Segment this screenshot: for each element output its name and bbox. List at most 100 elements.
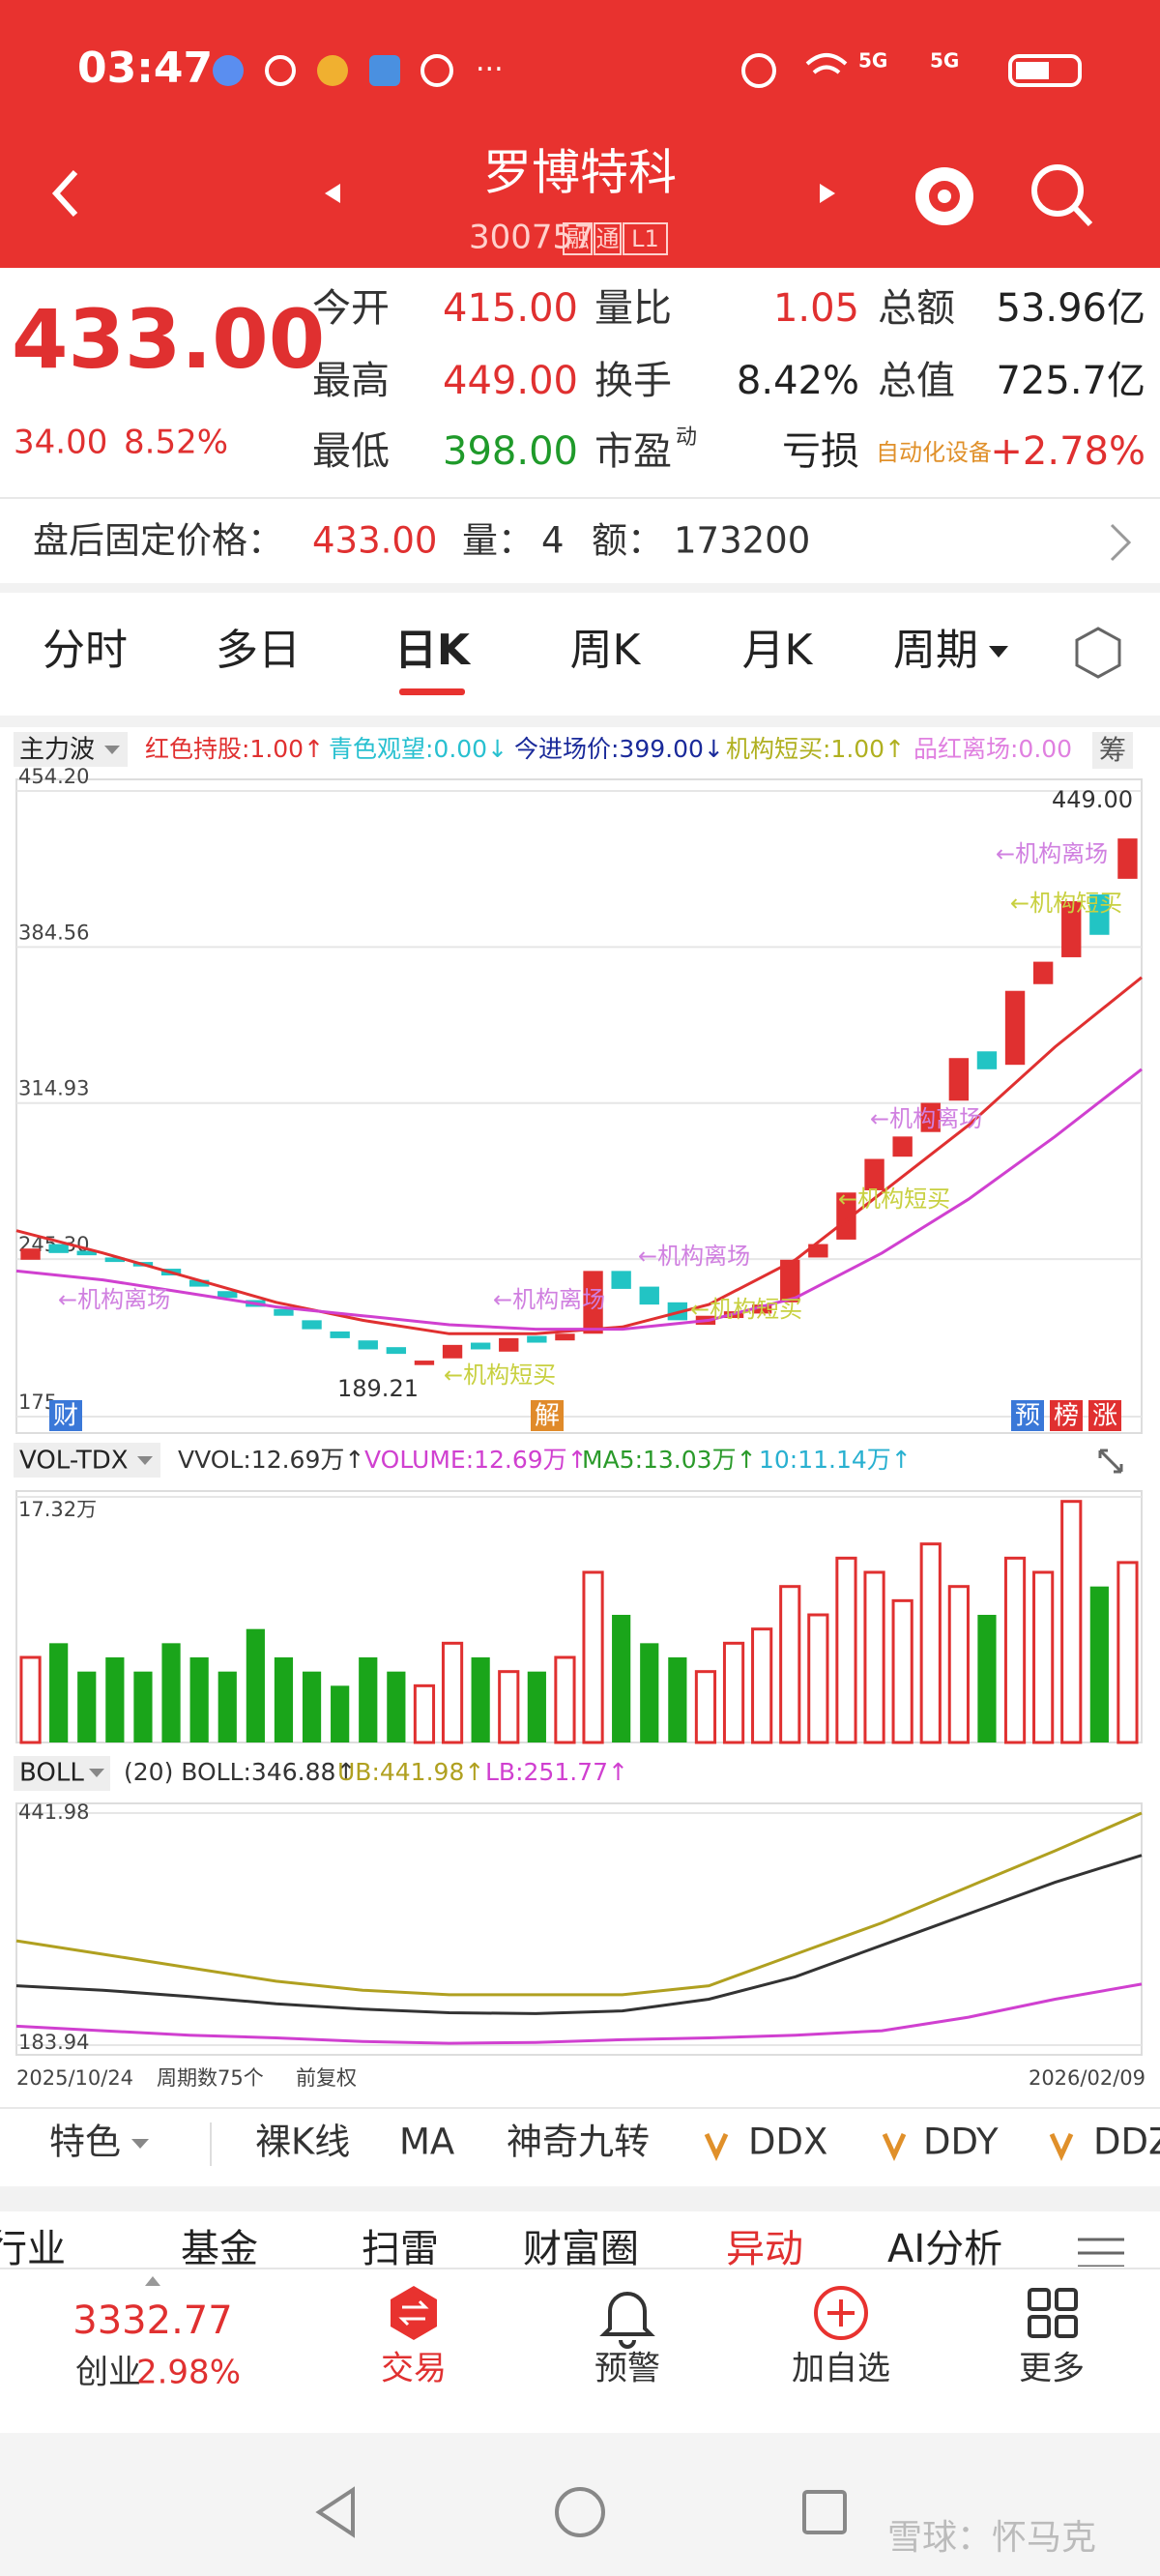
volume-bar: [947, 1585, 970, 1744]
nav-tab[interactable]: 扫雷: [362, 2227, 439, 2271]
stat-value: 449.00: [443, 359, 578, 403]
volume-bar: [1032, 1570, 1055, 1744]
watermark: 雪球：怀马克: [887, 2518, 1096, 2558]
stock-code: 300757: [469, 219, 594, 257]
stock-name: 罗博特科: [483, 145, 677, 201]
period-tab[interactable]: 日K: [394, 626, 472, 675]
period-tab[interactable]: 多日: [216, 626, 301, 675]
chart-annotation: ←机构短买: [838, 1186, 950, 1213]
active-tab-underline: [399, 688, 465, 695]
indicator-value: 机构短买:1.00↑: [726, 735, 905, 763]
expand-button[interactable]: [1098, 1449, 1123, 1474]
nav-tab[interactable]: 异动: [726, 2227, 803, 2271]
volume-bar: [891, 1598, 914, 1744]
settings-button[interactable]: [1075, 627, 1121, 679]
chart-annotation: 449.00: [1052, 786, 1133, 813]
volume-bar: [133, 1671, 153, 1742]
candle: [639, 1286, 659, 1305]
volume-bar: [246, 1628, 265, 1742]
toolbar-item[interactable]: 神奇九转: [507, 2122, 650, 2163]
bottom-button[interactable]: 加自选: [792, 2350, 890, 2388]
y-tick-label: 441.98: [18, 1800, 89, 1824]
badge-label: 融: [566, 225, 590, 252]
event-marker[interactable]: [531, 1400, 564, 1431]
event-marker-label[interactable]: 涨: [1092, 1402, 1117, 1431]
badge: [623, 222, 668, 255]
divider: [0, 583, 1160, 593]
dropdown-caret: [104, 746, 120, 754]
dropdown-caret: [89, 1769, 104, 1777]
period-tab[interactable]: 周K: [570, 626, 642, 675]
candle: [1032, 961, 1054, 984]
nav-tab[interactable]: 财富圈: [523, 2227, 639, 2271]
candle: [527, 1335, 547, 1343]
stat-label-sup: 动: [676, 425, 697, 450]
nav-tab[interactable]: AI分析: [887, 2227, 1002, 2271]
stat-value: 亏损: [782, 429, 859, 474]
bottom-button[interactable]: 预警: [594, 2350, 660, 2388]
status-icons: [213, 53, 1082, 88]
next-stock[interactable]: [820, 184, 835, 203]
toolbar-dropdown[interactable]: 特色: [49, 2122, 121, 2163]
toolbar-item[interactable]: DDY: [923, 2122, 999, 2163]
nav-menu[interactable]: [1078, 2238, 1124, 2267]
divider: [0, 2186, 1160, 2211]
event-marker[interactable]: [49, 1400, 82, 1431]
stat-value: +2.78%: [990, 429, 1146, 474]
event-marker[interactable]: [1050, 1400, 1083, 1431]
bottom-button[interactable]: 交易: [381, 2350, 447, 2388]
event-marker[interactable]: [1088, 1400, 1121, 1431]
x-axis-label: 前复权: [296, 2066, 357, 2090]
indicator-button-label[interactable]: 筹: [1099, 734, 1126, 766]
prev-stock[interactable]: [325, 184, 340, 203]
event-marker-label[interactable]: 财: [53, 1402, 78, 1431]
mascot-button[interactable]: [915, 167, 973, 225]
stat-label: 换手: [594, 359, 672, 403]
index-value[interactable]: 3332.77: [72, 2298, 232, 2343]
x-axis-label: 周期数75个: [157, 2066, 264, 2090]
toolbar-item[interactable]: MA: [399, 2122, 454, 2163]
candle: [1089, 894, 1110, 935]
indicator-select[interactable]: [14, 1443, 160, 1478]
indicator-button[interactable]: [1092, 732, 1133, 769]
after-hours-price: 433.00: [312, 520, 437, 562]
after-hours-chevron[interactable]: [1110, 523, 1132, 562]
nav-tab[interactable]: 基金: [181, 2227, 258, 2271]
badge-label: L1: [631, 225, 659, 252]
stat-label: 总值: [878, 359, 955, 403]
event-marker-label[interactable]: 解: [535, 1402, 560, 1431]
moving-average: [15, 1068, 1143, 1332]
toolbar-item[interactable]: 裸K线: [255, 2122, 350, 2163]
indicator-name: 主力波: [19, 736, 95, 765]
system-nav-bg: [0, 2433, 1160, 2576]
price-change: 34.00: [14, 424, 107, 462]
y-tick-label: 454.20: [18, 765, 89, 788]
candle: [48, 1244, 69, 1253]
chart-annotation: 189.21: [337, 1375, 419, 1402]
stat-label: 量比: [594, 286, 672, 331]
volume-bar: [863, 1570, 885, 1744]
boll-line: [15, 1811, 1143, 1997]
period-tab[interactable]: 周期: [893, 626, 978, 675]
volume-bar: [1003, 1556, 1027, 1744]
system-nav[interactable]: [315, 2486, 847, 2538]
nav-tab[interactable]: 行业: [0, 2227, 66, 2271]
chart-frame: [15, 1802, 1143, 2056]
toolbar-item[interactable]: DDZ: [1093, 2122, 1160, 2163]
event-marker[interactable]: [1011, 1400, 1044, 1431]
candle: [302, 1320, 322, 1330]
candle: [76, 1250, 97, 1256]
event-marker-label[interactable]: 榜: [1054, 1402, 1079, 1431]
candle: [611, 1271, 631, 1289]
event-marker-label[interactable]: 预: [1015, 1402, 1040, 1431]
bottom-button[interactable]: 更多: [1019, 2350, 1085, 2388]
x-axis-label: 2026/02/09: [1029, 2066, 1146, 2090]
period-tab[interactable]: 分时: [43, 626, 128, 675]
chart-annotation: ←机构离场: [58, 1286, 170, 1313]
status-more: ···: [476, 53, 504, 87]
search-button[interactable]: [1031, 164, 1093, 227]
toolbar-item[interactable]: DDX: [748, 2122, 827, 2163]
period-tab[interactable]: 月K: [742, 626, 814, 675]
back-button[interactable]: [51, 169, 78, 218]
